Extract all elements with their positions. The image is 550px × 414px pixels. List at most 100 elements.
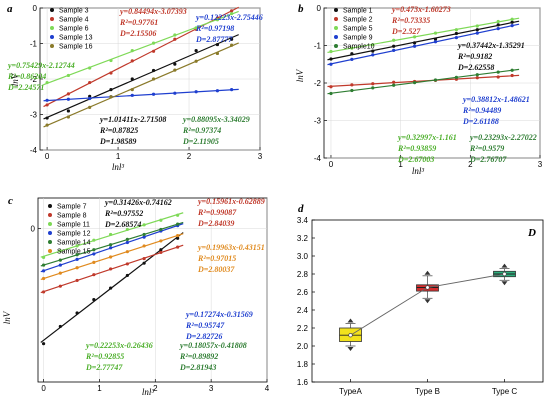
data-point <box>510 20 514 24</box>
fit-annotation: R²=0.97552 <box>104 209 143 218</box>
y-tick-label: -4 <box>314 154 322 163</box>
legend-marker <box>50 8 54 12</box>
data-point <box>496 27 500 31</box>
fit-annotation: y=0.19963x-0.43151 <box>197 243 265 252</box>
data-point <box>350 88 354 93</box>
data-point <box>58 271 62 275</box>
y-tick-label: 3.2 <box>297 234 309 243</box>
y-axis-label: lnV <box>10 72 20 86</box>
legend-label: Sample 12 <box>57 231 91 238</box>
fit-annotation: R²=0.9579 <box>469 144 504 153</box>
fit-annotation: y=1.01411x-2.71508 <box>99 115 166 124</box>
fit-line <box>327 68 520 95</box>
data-point <box>176 233 180 238</box>
data-point <box>142 223 146 227</box>
legend-label: Sample 4 <box>59 17 89 24</box>
fit-annotation: D=2.11905 <box>182 137 219 146</box>
legend-label: Sample 3 <box>59 8 89 15</box>
y-tick-label: -1 <box>30 40 38 49</box>
fit-annotation: y=0.88095x-3.34029 <box>182 115 250 124</box>
fit-line <box>327 23 520 66</box>
data-point <box>88 66 92 70</box>
data-point <box>194 49 198 53</box>
data-point <box>58 324 62 329</box>
data-point <box>142 256 146 261</box>
fit-line <box>43 34 239 120</box>
fit-annotation: y=0.38812x-1.48621 <box>462 95 530 104</box>
data-point <box>58 263 62 267</box>
data-point <box>66 115 70 119</box>
x-tick-label: 3 <box>538 160 543 169</box>
data-point <box>58 258 62 262</box>
data-point <box>41 269 46 273</box>
data-point <box>130 88 134 92</box>
fit-line <box>43 10 239 86</box>
data-point <box>92 260 96 264</box>
mean-marker <box>502 271 507 277</box>
legend-label: Sample 11 <box>57 222 90 229</box>
data-point <box>88 105 92 109</box>
data-point <box>142 261 146 265</box>
fit-annotation: D=2.62558 <box>457 63 494 72</box>
fit-annotation: R²=0.87825 <box>99 126 138 135</box>
x-tick-label: 0 <box>45 152 50 161</box>
fit-annotation: y=0.22253x-0.26436 <box>85 341 153 350</box>
data-point <box>371 86 375 90</box>
fit-line <box>327 20 520 61</box>
data-point <box>151 49 156 53</box>
data-point <box>329 57 333 61</box>
panel-label: a <box>7 3 13 15</box>
data-point <box>130 49 134 53</box>
data-point <box>329 85 333 89</box>
data-point <box>496 70 500 74</box>
data-point <box>109 243 113 247</box>
data-point <box>109 286 113 290</box>
fit-annotation: D=2.82726 <box>185 332 222 341</box>
y-tick-label: -1 <box>314 42 322 51</box>
data-point <box>176 222 180 226</box>
legend-marker <box>48 240 52 244</box>
x-axis-label: lnl³ <box>412 166 425 176</box>
data-point <box>194 59 198 63</box>
fit-annotation: y=0.18057x-0.41808 <box>179 341 247 350</box>
x-tick-label: 4 <box>265 384 270 393</box>
y-tick-label: 1.8 <box>297 360 309 369</box>
fit-annotation: D=2.80037 <box>197 265 235 274</box>
data-point <box>371 49 375 53</box>
data-point <box>92 273 96 277</box>
data-point <box>75 257 79 261</box>
data-point <box>350 83 354 87</box>
y-tick-label: 2.0 <box>297 342 309 351</box>
data-point <box>371 53 375 57</box>
data-point <box>109 255 113 259</box>
min-marker <box>424 299 431 304</box>
data-point <box>151 77 156 81</box>
data-point <box>92 238 96 242</box>
y-tick-label: 2.2 <box>297 324 309 333</box>
data-point <box>109 95 113 99</box>
data-point <box>475 31 479 35</box>
legend-label: Sample 1 <box>343 8 373 15</box>
data-point <box>75 253 79 257</box>
panel-c: 0 1 2 3 4 0 Sample 7 Sample 8 Sample 11 Sample 12… <box>2 195 270 397</box>
x-axis-label: lnl³ <box>112 162 125 172</box>
data-point <box>510 17 514 21</box>
fit-annotation: y=0.84494x-3.07393 <box>119 7 187 16</box>
legend-label: Sample 2 <box>343 17 373 24</box>
data-point <box>454 31 458 36</box>
legend-label: Sample10 <box>343 44 375 51</box>
data-point <box>173 68 177 72</box>
data-point <box>230 37 234 41</box>
data-point <box>130 93 134 97</box>
fit-annotation: y=0.32997x-1.161 <box>397 133 457 142</box>
data-point <box>454 75 458 79</box>
legend-marker <box>334 26 338 30</box>
data-point <box>88 96 92 101</box>
data-point <box>496 75 500 79</box>
y-tick-label: -2 <box>30 75 38 84</box>
data-point <box>215 42 220 47</box>
subplot-letter: d <box>298 203 304 215</box>
fit-annotation: R²=0.89892 <box>179 352 218 361</box>
fit-annotation: D=2.61188 <box>462 117 499 126</box>
data-point <box>159 218 163 222</box>
